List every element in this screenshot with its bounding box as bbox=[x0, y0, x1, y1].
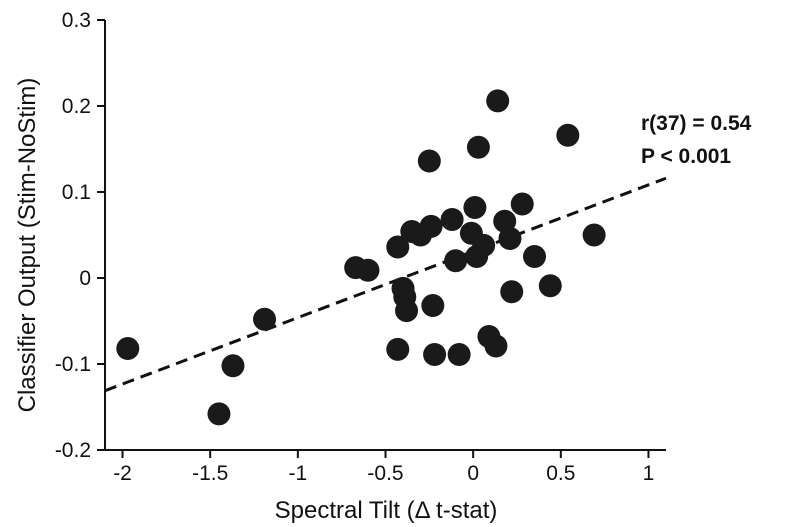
y-ticks: -0.2 -0.1 0 0.1 0.2 0.3 bbox=[55, 9, 105, 462]
data-point bbox=[116, 337, 140, 361]
x-tick-label: 0.5 bbox=[546, 462, 575, 485]
fit-line-layer bbox=[104, 176, 667, 393]
data-point bbox=[523, 245, 547, 268]
data-point bbox=[486, 89, 510, 113]
data-point bbox=[538, 274, 562, 298]
y-axis-title: Classifier Output (Stim-NoStim) bbox=[14, 78, 41, 413]
data-point bbox=[417, 149, 441, 173]
p-value-annotation: P < 0.001 bbox=[641, 145, 731, 168]
data-point bbox=[463, 195, 487, 219]
data-point bbox=[510, 192, 534, 216]
x-tick-label: 0 bbox=[467, 462, 479, 485]
x-tick-label: -1 bbox=[289, 462, 308, 485]
x-ticks: -2 -1.5 -1 -0.5 0 0.5 1 bbox=[113, 450, 654, 485]
data-point bbox=[447, 343, 471, 367]
data-point bbox=[207, 402, 231, 426]
x-tick-label: 1 bbox=[643, 462, 655, 485]
axes: -2 -1.5 -1 -0.5 0 0.5 1 -0.2 -0.1 0 0.1 0.2 0.3 bbox=[55, 9, 666, 485]
data-point bbox=[472, 233, 496, 257]
data-point bbox=[466, 135, 490, 159]
data-point bbox=[484, 334, 508, 358]
data-point bbox=[444, 249, 468, 273]
y-tick-label: 0.2 bbox=[62, 95, 91, 118]
y-tick-label: -0.1 bbox=[55, 353, 91, 376]
data-point bbox=[500, 280, 524, 304]
y-tick-label: 0 bbox=[79, 267, 91, 290]
x-tick-label: -0.5 bbox=[367, 462, 403, 485]
data-point bbox=[423, 343, 447, 367]
data-point bbox=[556, 123, 580, 147]
data-point bbox=[419, 214, 443, 238]
regression-fit-line bbox=[104, 176, 667, 393]
data-point bbox=[386, 337, 410, 361]
data-point bbox=[356, 258, 380, 282]
y-tick-label: 0.1 bbox=[62, 181, 91, 204]
data-point bbox=[421, 294, 445, 318]
x-tick-label: -1.5 bbox=[192, 462, 228, 485]
data-point bbox=[582, 223, 606, 247]
data-point bbox=[386, 235, 410, 259]
x-tick-label: -2 bbox=[113, 462, 132, 485]
data-point bbox=[498, 226, 522, 250]
data-point bbox=[221, 354, 245, 378]
y-tick-label: 0.3 bbox=[62, 9, 91, 32]
data-point bbox=[395, 299, 419, 323]
x-axis-title: Spectral Tilt (Δ t-stat) bbox=[275, 497, 498, 524]
correlation-annotation: r(37) = 0.54 bbox=[641, 112, 752, 135]
scatter-points bbox=[116, 89, 606, 426]
y-tick-label: -0.2 bbox=[55, 439, 91, 462]
data-point bbox=[253, 307, 277, 331]
data-point bbox=[440, 208, 464, 232]
